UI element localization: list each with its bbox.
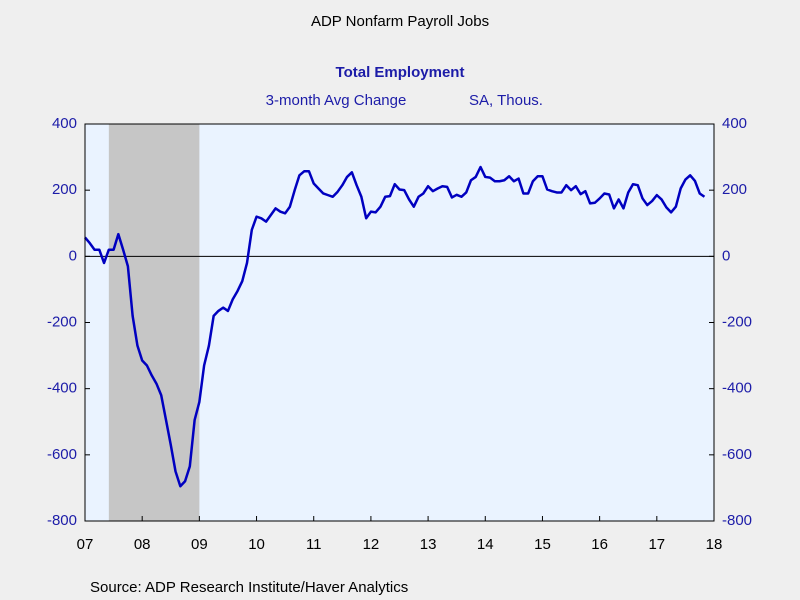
- chart-title: ADP Nonfarm Payroll Jobs: [311, 13, 489, 30]
- y-tick-label: -400: [47, 380, 77, 397]
- x-tick-label: 09: [191, 536, 208, 553]
- y2-tick-label: -400: [722, 380, 752, 397]
- x-tick-label: 12: [363, 536, 380, 553]
- y-tick-label: -200: [47, 313, 77, 330]
- plot-frame: [84, 123, 715, 522]
- source-note: Source: ADP Research Institute/Haver Ana…: [90, 579, 408, 596]
- y-tick-label: -600: [47, 446, 77, 463]
- y-tick-label: -800: [47, 512, 77, 529]
- y-tick-label: 400: [52, 115, 77, 132]
- x-tick-label: 14: [477, 536, 494, 553]
- y-tick-label: 0: [69, 247, 77, 264]
- x-tick-label: 08: [134, 536, 151, 553]
- series-line: [84, 165, 706, 488]
- x-tick-label: 16: [591, 536, 608, 553]
- y2-tick-label: -600: [722, 446, 752, 463]
- x-tick-label: 17: [648, 536, 665, 553]
- x-tick-label: 13: [420, 536, 437, 553]
- x-tick-label: 10: [248, 536, 265, 553]
- y2-tick-label: -200: [722, 313, 752, 330]
- y-tick-label: 200: [52, 181, 77, 198]
- x-tick-label: 07: [77, 536, 94, 553]
- y2-tick-label: 0: [722, 247, 730, 264]
- chart-subtitle: Total Employment: [336, 64, 465, 81]
- y-axis-label: 3-month Avg Change: [266, 92, 407, 109]
- x-tick-label: 11: [306, 536, 322, 553]
- x-tick-label: 15: [534, 536, 551, 553]
- x-tick-label: 18: [706, 536, 723, 553]
- units-label: SA, Thous.: [469, 92, 543, 109]
- y2-tick-label: 400: [722, 115, 747, 132]
- y2-tick-label: 200: [722, 181, 747, 198]
- recession-band: [108, 124, 200, 521]
- y2-tick-label: -800: [722, 512, 752, 529]
